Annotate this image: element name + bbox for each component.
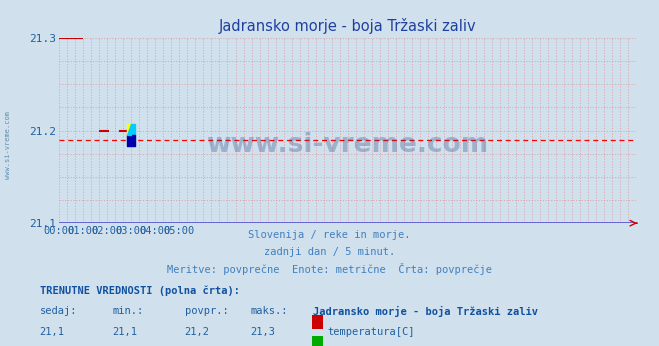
Text: Jadransko morje - boja Tržaski zaliv: Jadransko morje - boja Tržaski zaliv: [313, 306, 538, 317]
Text: TRENUTNE VREDNOSTI (polna črta):: TRENUTNE VREDNOSTI (polna črta):: [40, 285, 239, 296]
Text: temperatura[C]: temperatura[C]: [328, 327, 415, 337]
Text: Meritve: povprečne  Enote: metrične  Črta: povprečje: Meritve: povprečne Enote: metrične Črta:…: [167, 263, 492, 275]
Text: maks.:: maks.:: [250, 306, 288, 316]
Text: www.si-vreme.com: www.si-vreme.com: [206, 133, 489, 158]
Text: www.si-vreme.com: www.si-vreme.com: [5, 111, 11, 179]
Text: 21,1: 21,1: [40, 327, 65, 337]
Text: 21,3: 21,3: [250, 327, 275, 337]
Text: 21,1: 21,1: [112, 327, 137, 337]
Text: min.:: min.:: [112, 306, 143, 316]
Text: sedaj:: sedaj:: [40, 306, 77, 316]
Text: zadnji dan / 5 minut.: zadnji dan / 5 minut.: [264, 247, 395, 257]
Text: 21,2: 21,2: [185, 327, 210, 337]
Polygon shape: [127, 124, 131, 135]
Text: povpr.:: povpr.:: [185, 306, 228, 316]
Text: Slovenija / reke in morje.: Slovenija / reke in morje.: [248, 230, 411, 240]
Title: Jadransko morje - boja Tržaski zaliv: Jadransko morje - boja Tržaski zaliv: [219, 18, 476, 34]
